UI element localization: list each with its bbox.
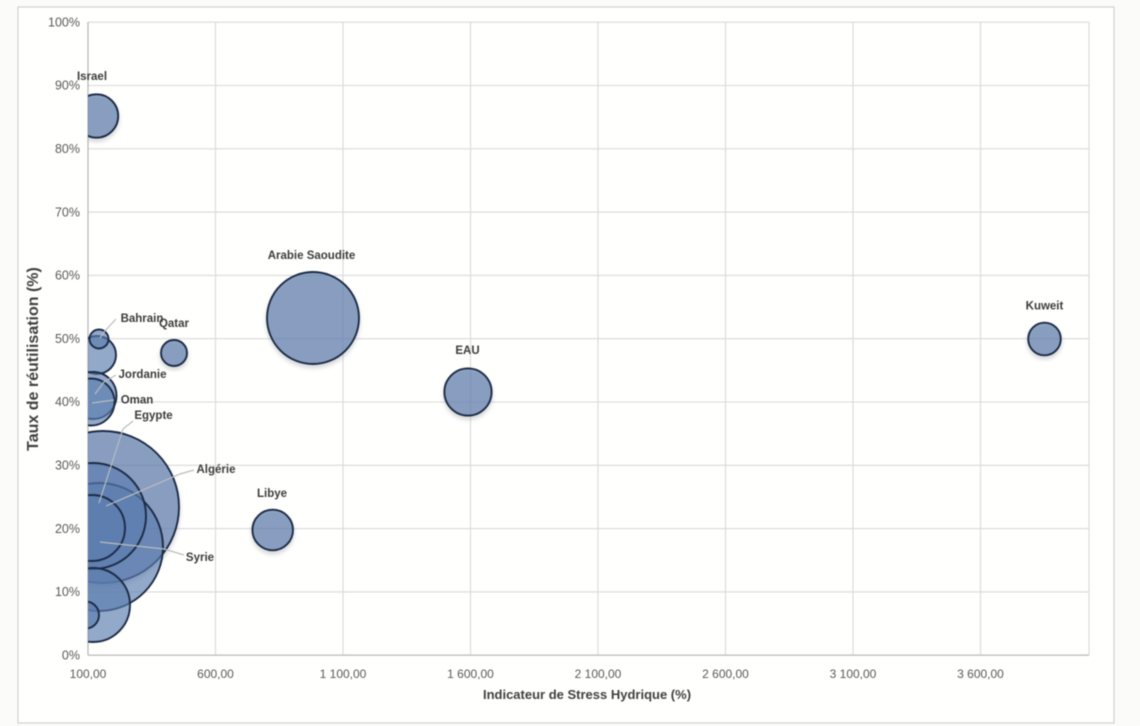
svg-text:1 600,00: 1 600,00 [447,667,494,681]
svg-text:1 100,00: 1 100,00 [320,667,367,681]
svg-text:30%: 30% [55,459,80,473]
svg-text:10%: 10% [55,585,80,599]
svg-text:Indicateur de Stress Hydrique: Indicateur de Stress Hydrique (%) [483,687,691,702]
svg-text:50%: 50% [55,332,80,346]
svg-text:Oman: Oman [121,395,154,407]
svg-text:3 100,00: 3 100,00 [830,667,877,681]
svg-text:90%: 90% [55,79,80,93]
svg-text:2 600,00: 2 600,00 [702,667,749,681]
svg-text:Egypte: Egypte [134,410,172,422]
svg-text:Taux de réutilisation (%): Taux de réutilisation (%) [25,267,42,451]
svg-text:0%: 0% [62,648,80,662]
svg-text:80%: 80% [55,142,80,156]
svg-text:Qatar: Qatar [159,318,190,330]
svg-text:100,00: 100,00 [70,667,107,681]
svg-text:40%: 40% [55,395,80,409]
svg-text:Arabie Saoudite: Arabie Saoudite [268,250,356,262]
svg-text:70%: 70% [55,205,80,219]
svg-text:2 100,00: 2 100,00 [575,667,622,681]
svg-text:600,00: 600,00 [197,667,234,681]
svg-text:Libye: Libye [257,488,287,500]
svg-text:3 600,00: 3 600,00 [957,667,1004,681]
svg-text:Syrie: Syrie [186,552,214,564]
svg-text:Kuweit: Kuweit [1026,301,1064,313]
svg-text:EAU: EAU [455,345,479,357]
svg-text:Bahrain: Bahrain [121,313,164,325]
svg-text:Israel: Israel [77,71,107,83]
svg-text:20%: 20% [55,522,80,536]
svg-text:100%: 100% [48,15,80,29]
svg-text:60%: 60% [55,269,80,283]
svg-text:Algérie: Algérie [197,464,236,476]
svg-text:Jordanie: Jordanie [119,369,167,381]
